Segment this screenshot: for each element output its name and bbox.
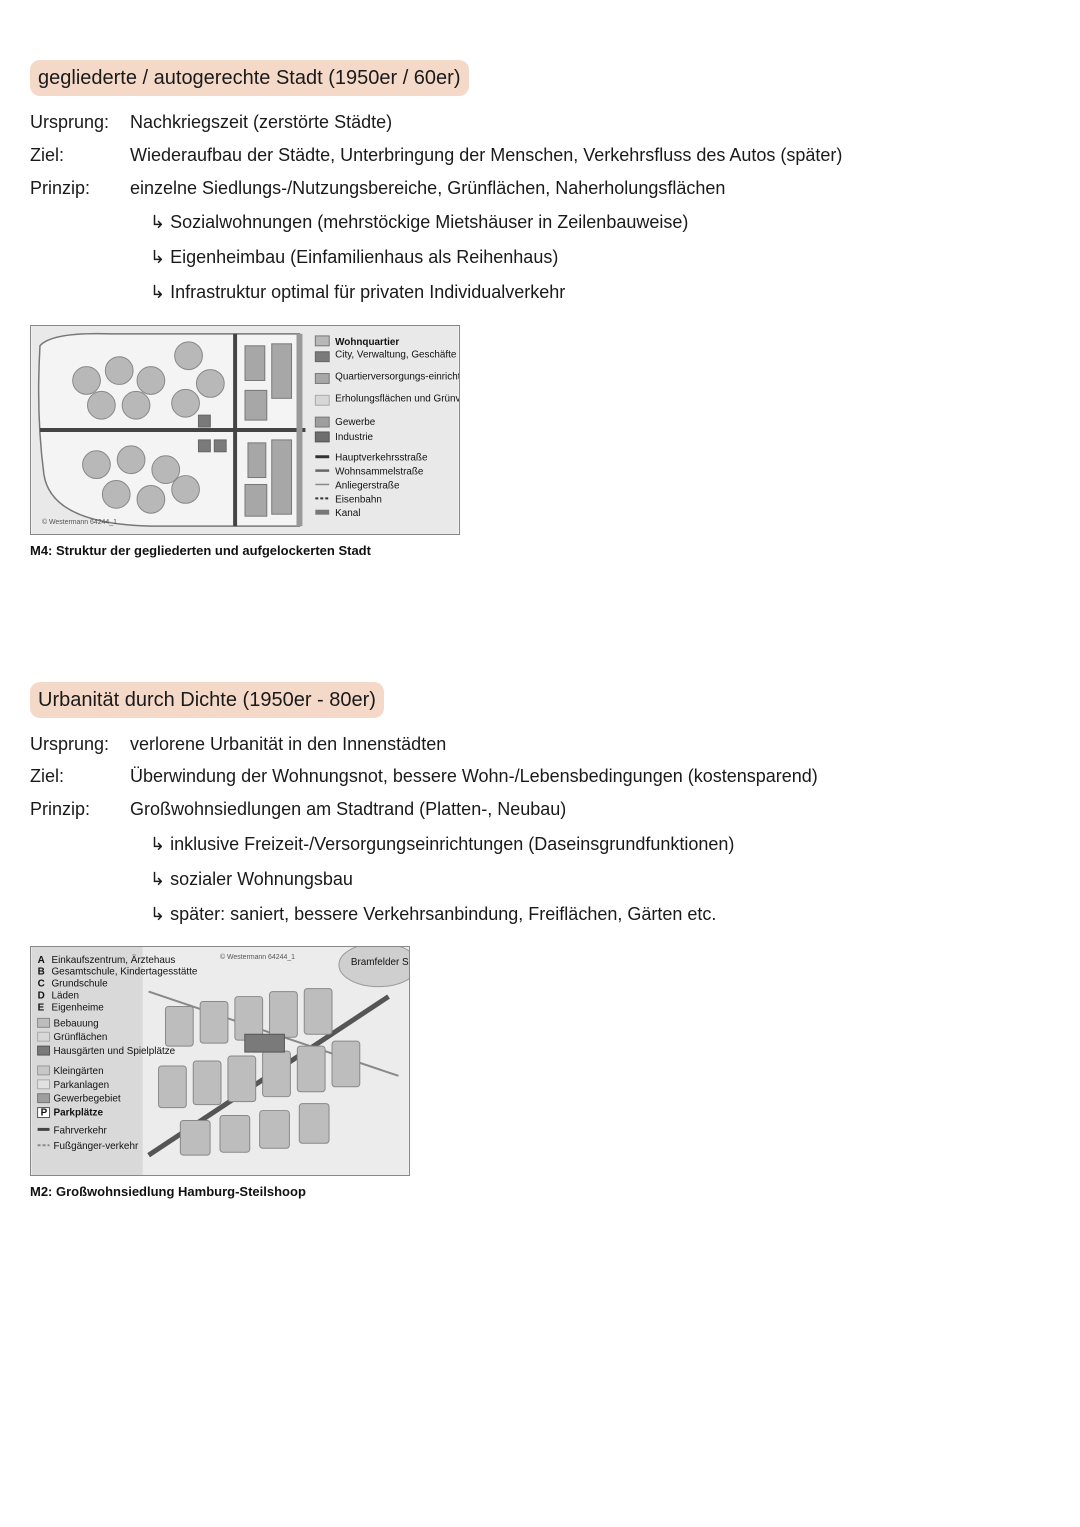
lake-label: Bramfelder See	[351, 957, 410, 968]
legend-hauptverkehr: Hauptverkehrsstraße	[335, 452, 428, 463]
svg-text:A: A	[38, 955, 45, 966]
lg-A: Einkaufszentrum, Ärztehaus	[51, 955, 175, 966]
lg-f6: Gewerbegebiet	[53, 1094, 120, 1105]
label-prinzip: Prinzip:	[30, 174, 130, 203]
figure-m2-diagram: Bramfelder See	[30, 946, 410, 1176]
value-prinzip: einzelne Siedlungs-/Nutzungsbereiche, Gr…	[130, 174, 1050, 203]
lg-f3: Hausgärten und Spielplätze	[53, 1046, 175, 1057]
row2-ursprung: Ursprung: verlorene Urbanität in den Inn…	[30, 730, 1050, 759]
sub-infrastruktur: Infrastruktur optimal für privaten Indiv…	[30, 278, 1050, 307]
legend-eisenbahn: Eisenbahn	[335, 494, 382, 505]
row2-ziel: Ziel: Überwindung der Wohnungsnot, besse…	[30, 762, 1050, 791]
section-urbanitaet-dichte: Urbanität durch Dichte (1950er - 80er) U…	[30, 682, 1050, 1204]
lg-B: Gesamtschule, Kindertagesstätte	[51, 967, 197, 978]
figure-m4-diagram: © Westermann 64244_1 Wohnquartier City, …	[30, 325, 460, 535]
legend-gewerbe: Gewerbe	[335, 417, 376, 428]
row-ziel: Ziel: Wiederaufbau der Städte, Unterbrin…	[30, 141, 1050, 170]
figure-m4-caption: M4: Struktur der gegliederten und aufgel…	[30, 541, 1050, 562]
legend-quartierversorgung: Quartierversorgungs-einrichtung	[335, 371, 460, 382]
figure-m2-caption: M2: Großwohnsiedlung Hamburg-Steilshoop	[30, 1182, 1050, 1203]
svg-text:E: E	[38, 1003, 45, 1014]
fig2-watermark: © Westermann 64244_1	[220, 953, 295, 961]
label-ursprung: Ursprung:	[30, 108, 130, 137]
row-prinzip: Prinzip: einzelne Siedlungs-/Nutzungsber…	[30, 174, 1050, 203]
lg-f5: Parkanlagen	[53, 1080, 109, 1091]
sub2-spaeter: später: saniert, bessere Verkehrsanbindu…	[30, 900, 1050, 929]
lg-D: Läden	[51, 991, 79, 1002]
legend-erholung: Erholungsflächen und Grünverbindungen	[335, 393, 460, 404]
svg-text:D: D	[38, 991, 45, 1002]
lg-C: Grundschule	[51, 979, 108, 990]
legend-kanal: Kanal	[335, 508, 360, 519]
svg-text:B: B	[38, 967, 45, 978]
svg-text:P: P	[41, 1108, 48, 1119]
legend-anlieger: Anliegerstraße	[335, 480, 400, 491]
svg-text:C: C	[38, 979, 45, 990]
label2-prinzip: Prinzip:	[30, 795, 130, 824]
legend-wohnquartier: Wohnquartier	[335, 337, 399, 348]
lg-fahr: Fahrverkehr	[53, 1126, 107, 1137]
sub-eigenheimbau: Eigenheimbau (Einfamilienhaus als Reihen…	[30, 243, 1050, 272]
section-gegliederte-stadt: gegliederte / autogerechte Stadt (1950er…	[30, 60, 1050, 562]
value-ursprung: Nachkriegszeit (zerstörte Städte)	[130, 108, 1050, 137]
lg-f4: Kleingärten	[53, 1066, 103, 1077]
label2-ursprung: Ursprung:	[30, 730, 130, 759]
sub-sozialwohnungen: Sozialwohnungen (mehrstöckige Mietshäuse…	[30, 208, 1050, 237]
lg-P: Parkplätze	[53, 1108, 103, 1119]
fig1-watermark: © Westermann 64244_1	[42, 518, 117, 526]
value2-ursprung: verlorene Urbanität in den Innenstädten	[130, 730, 1050, 759]
lg-f1: Bebauung	[53, 1019, 98, 1030]
figure-m4-wrap: © Westermann 64244_1 Wohnquartier City, …	[30, 325, 1050, 562]
value-ziel: Wiederaufbau der Städte, Unterbringung d…	[130, 141, 1050, 170]
figure-m2-wrap: Bramfelder See	[30, 946, 1050, 1203]
legend-industrie: Industrie	[335, 432, 373, 443]
value2-ziel: Überwindung der Wohnungsnot, bessere Woh…	[130, 762, 1050, 791]
value2-prinzip: Großwohnsiedlungen am Stadtrand (Platten…	[130, 795, 1050, 824]
lg-fuss: Fußgänger-verkehr	[53, 1142, 138, 1153]
section1-heading: gegliederte / autogerechte Stadt (1950er…	[30, 60, 469, 96]
legend-wohnsammel: Wohnsammelstraße	[335, 466, 424, 477]
row-ursprung: Ursprung: Nachkriegszeit (zerstörte Städ…	[30, 108, 1050, 137]
lg-f2: Grünflächen	[53, 1033, 107, 1044]
label2-ziel: Ziel:	[30, 762, 130, 791]
sub2-freizeit: inklusive Freizeit-/Versorgungseinrichtu…	[30, 830, 1050, 859]
label-ziel: Ziel:	[30, 141, 130, 170]
lg-E: Eigenheime	[51, 1003, 104, 1014]
section2-heading: Urbanität durch Dichte (1950er - 80er)	[30, 682, 384, 718]
sub2-sozialer: sozialer Wohnungsbau	[30, 865, 1050, 894]
legend-city: City, Verwaltung, Geschäfte	[335, 349, 457, 360]
row2-prinzip: Prinzip: Großwohnsiedlungen am Stadtrand…	[30, 795, 1050, 824]
